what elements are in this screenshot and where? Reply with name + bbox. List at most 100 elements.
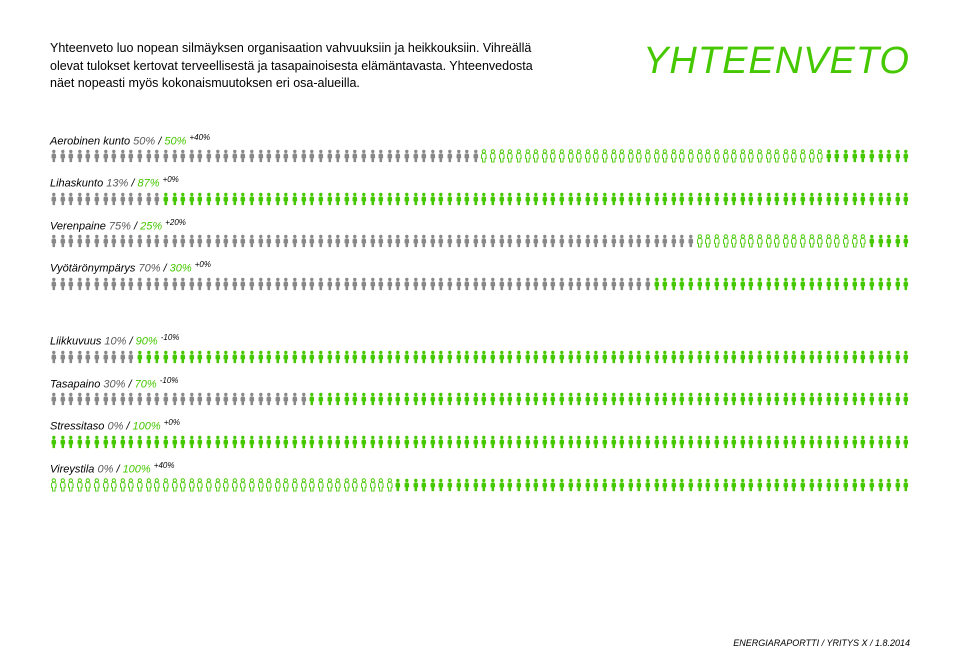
person-icon xyxy=(334,435,342,449)
person-icon xyxy=(248,478,256,492)
person-icon xyxy=(76,234,84,248)
person-icon xyxy=(653,234,661,248)
person-icon xyxy=(661,234,669,248)
person-icon xyxy=(455,192,463,206)
person-icon xyxy=(584,277,592,291)
person-icon xyxy=(179,435,187,449)
person-icon xyxy=(446,392,454,406)
person-icon xyxy=(222,392,230,406)
person-icon xyxy=(859,149,867,163)
person-icon xyxy=(76,392,84,406)
person-icon xyxy=(765,350,773,364)
person-icon xyxy=(799,277,807,291)
person-icon xyxy=(67,277,75,291)
person-icon xyxy=(119,192,127,206)
person-icon xyxy=(248,392,256,406)
person-icon xyxy=(808,149,816,163)
person-icon xyxy=(360,392,368,406)
person-icon xyxy=(76,149,84,163)
person-icon xyxy=(67,350,75,364)
person-icon xyxy=(334,392,342,406)
person-icon xyxy=(308,435,316,449)
person-icon xyxy=(308,149,316,163)
person-icon xyxy=(84,478,92,492)
person-icon xyxy=(825,478,833,492)
person-icon xyxy=(756,350,764,364)
person-icon xyxy=(394,277,402,291)
person-icon xyxy=(179,149,187,163)
person-icon xyxy=(429,192,437,206)
person-icon xyxy=(825,149,833,163)
person-icon xyxy=(360,192,368,206)
metric-label: Liikkuvuus 10% / 90% -10% xyxy=(50,333,910,348)
person-icon xyxy=(136,350,144,364)
person-icon xyxy=(171,392,179,406)
person-icon xyxy=(231,277,239,291)
page-title: YHTEENVETO xyxy=(643,40,910,83)
person-icon xyxy=(326,192,334,206)
person-icon xyxy=(351,149,359,163)
person-icon xyxy=(351,350,359,364)
person-icon xyxy=(653,350,661,364)
person-icon xyxy=(222,234,230,248)
person-icon xyxy=(265,392,273,406)
person-icon xyxy=(437,392,445,406)
person-icon xyxy=(463,350,471,364)
person-icon xyxy=(782,192,790,206)
person-icon xyxy=(274,478,282,492)
person-icon xyxy=(179,192,187,206)
person-icon xyxy=(877,392,885,406)
person-icon xyxy=(93,234,101,248)
person-icon xyxy=(859,234,867,248)
person-icon xyxy=(722,392,730,406)
person-icon xyxy=(480,435,488,449)
people-row xyxy=(50,277,910,291)
person-icon xyxy=(343,478,351,492)
person-icon xyxy=(205,350,213,364)
person-icon xyxy=(747,392,755,406)
person-icon xyxy=(842,277,850,291)
person-icon xyxy=(93,435,101,449)
person-icon xyxy=(868,277,876,291)
person-icon xyxy=(145,435,153,449)
person-icon xyxy=(67,192,75,206)
person-icon xyxy=(214,392,222,406)
person-icon xyxy=(601,350,609,364)
person-icon xyxy=(265,435,273,449)
person-icon xyxy=(506,478,514,492)
person-icon xyxy=(308,478,316,492)
person-icon xyxy=(102,149,110,163)
person-icon xyxy=(119,234,127,248)
person-icon xyxy=(532,192,540,206)
person-icon xyxy=(575,478,583,492)
person-icon xyxy=(455,478,463,492)
person-icon xyxy=(282,350,290,364)
person-icon xyxy=(558,350,566,364)
person-icon xyxy=(136,149,144,163)
person-icon xyxy=(300,478,308,492)
person-icon xyxy=(567,192,575,206)
person-icon xyxy=(360,149,368,163)
person-icon xyxy=(480,192,488,206)
person-icon xyxy=(403,192,411,206)
person-icon xyxy=(394,392,402,406)
person-icon xyxy=(747,192,755,206)
person-icon xyxy=(291,234,299,248)
person-icon xyxy=(524,478,532,492)
person-icon xyxy=(765,435,773,449)
person-icon xyxy=(704,435,712,449)
person-icon xyxy=(851,350,859,364)
person-icon xyxy=(498,234,506,248)
person-icon xyxy=(678,149,686,163)
person-icon xyxy=(369,149,377,163)
person-icon xyxy=(386,192,394,206)
person-icon xyxy=(455,277,463,291)
person-icon xyxy=(446,435,454,449)
person-icon xyxy=(722,234,730,248)
person-icon xyxy=(437,350,445,364)
person-icon xyxy=(644,350,652,364)
person-icon xyxy=(214,350,222,364)
person-icon xyxy=(429,392,437,406)
person-icon xyxy=(196,435,204,449)
person-icon xyxy=(291,435,299,449)
